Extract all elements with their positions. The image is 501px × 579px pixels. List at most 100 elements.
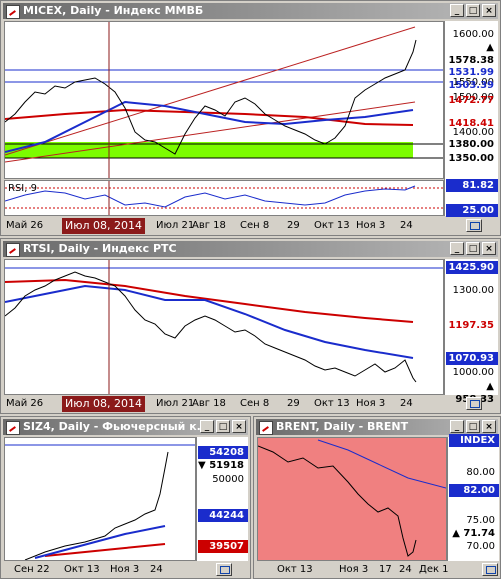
trend-line-upper [5,26,416,156]
rtsi-title-bar[interactable]: RTSI, Daily - Индекс РТС _ □ × [3,241,498,257]
x-label: Окт 13 [314,220,350,231]
rtsi-chart-window[interactable]: RTSI, Daily - Индекс РТС _ □ × 1300.00 1… [0,238,501,414]
x-label: 24 [399,564,412,575]
x-label: 17 [379,564,392,575]
x-label: Дек 1 [419,564,449,575]
siz4-tag-51918: ▼ 51918 [198,460,244,471]
siz4-price-plot[interactable] [4,437,196,561]
rtsi-price-series [5,271,417,383]
brent-title-bar[interactable]: BRENT, Daily - BRENT _ □ × [256,419,498,435]
micex-tick: 1400.00 [452,127,494,138]
minimize-button[interactable]: _ [450,242,464,255]
brent-price-series [258,445,417,557]
close-button[interactable]: × [482,242,496,255]
x-label: Окт 13 [314,398,350,409]
maximize-button[interactable]: □ [466,420,480,433]
micex-price-plot[interactable] [4,21,444,179]
x-label: 29 [287,398,300,409]
x-label: Ноя 3 [110,564,140,575]
maximize-button[interactable]: □ [466,242,480,255]
siz4-tag-44244: 44244 [198,509,248,522]
x-label: Май 26 [6,220,44,231]
micex-price-svg [5,22,443,178]
rsi-tag-81: 81.82 [446,179,498,192]
micex-tag-1418: 1418.41 [448,118,494,129]
micex-tag-1503: 1503.39 [448,80,494,91]
brent-price-scale: INDEX 80.00 75.00 70.00 82.00 ▲ 71.74 [447,434,499,561]
micex-tag-1531: 1531.99 [448,67,494,78]
siz4-price-svg [5,444,195,560]
micex-price-series [5,39,417,155]
x-label: 24 [400,398,413,409]
micex-chart-window[interactable]: MICEX, Daily - Индекс ММВБ _ □ × [0,0,501,236]
rtsi-tick: 1000.00 [452,367,494,378]
siz4-scroll-button[interactable] [216,563,232,576]
chart-app-icon [6,5,20,19]
rtsi-tag-1197: 1197.35 [448,320,494,331]
brent-tag-71: ▲ 71.74 [452,528,495,539]
micex-ma-blue [5,100,414,153]
micex-scroll-button[interactable] [466,219,482,232]
x-label: Июл 21 [156,220,195,231]
close-button[interactable]: × [232,420,246,433]
siz4-tick: 50000 [212,474,244,485]
support-zone [5,142,413,158]
x-label: Ноя 3 [339,564,369,575]
rtsi-price-svg [5,260,443,394]
x-label: Ноя 3 [356,220,386,231]
maximize-button[interactable]: □ [216,420,230,433]
micex-rsi-svg: RSI, 9 [5,181,443,215]
micex-tick: 1600.00 [452,29,494,40]
maximize-button[interactable]: □ [466,4,480,17]
x-label: Авг 18 [192,220,226,231]
rtsi-cursor-date: Июл 08, 2014 [62,396,145,412]
siz4-time-axis: Сен 22 Окт 13 Ноя 3 24 [4,562,204,578]
rsi-tag-25: 25.00 [446,204,498,217]
siz4-chart-window[interactable]: SIZ4, Daily - Фьючерсный к... _ □ × 5000… [0,416,251,579]
rtsi-tag-958: ▲ 958.33 [455,381,494,405]
minimize-button[interactable]: _ [200,420,214,433]
micex-ma-red [5,108,414,126]
x-label: Май 26 [6,398,44,409]
x-label: 24 [150,564,163,575]
rtsi-scroll-button[interactable] [466,397,482,410]
x-label: Ноя 3 [356,398,386,409]
brent-index-label: INDEX [449,434,499,447]
micex-tag-last: ▲ 1578.38 [448,42,494,66]
rtsi-ma-red [5,278,414,323]
rtsi-ma-blue [5,284,414,359]
brent-title: BRENT, Daily - BRENT [276,420,409,433]
minimize-button[interactable]: _ [450,420,464,433]
rtsi-title: RTSI, Daily - Индекс РТС [23,242,177,255]
trend-line-lower [5,101,416,163]
x-label: Сен 22 [14,564,50,575]
rtsi-tag-1425: 1425.90 [446,261,498,274]
brent-scroll-button[interactable] [482,563,498,576]
brent-tick: 70.00 [466,541,495,552]
brent-price-plot[interactable] [257,437,447,561]
brent-tick: 80.00 [466,467,495,478]
micex-tag-1350: 1350.00 [448,153,494,164]
rtsi-price-scale: 1300.00 1000.00 1425.90 1197.35 1070.93 … [444,259,498,405]
minimize-button[interactable]: _ [450,4,464,17]
x-label: 24 [400,220,413,231]
rtsi-price-plot[interactable] [4,259,444,395]
brent-chart-window[interactable]: BRENT, Daily - BRENT _ □ × INDEX 80.00 7… [253,416,501,579]
close-button[interactable]: × [482,4,496,17]
x-label: Июл 21 [156,398,195,409]
micex-title-bar[interactable]: MICEX, Daily - Индекс ММВБ _ □ × [3,3,498,19]
chart-app-icon [6,243,20,257]
micex-rsi-plot[interactable]: RSI, 9 [4,180,444,216]
micex-tick: 1550.00 [452,77,494,88]
siz4-title-bar[interactable]: SIZ4, Daily - Фьючерсный к... _ □ × [3,419,248,435]
rsi-line [5,185,416,208]
rsi-label: RSI, 9 [8,183,37,194]
micex-time-axis: Май 26 Июл 21 Авг 18 Сен 8 29 Окт 13 Ноя… [4,218,464,234]
chart-app-icon [259,421,273,435]
brent-price-svg [258,439,446,557]
siz4-tag-54208: 54208 [198,446,248,459]
brent-tag-82: 82.00 [449,484,499,497]
x-label: Авг 18 [192,398,226,409]
siz4-ma-blue [34,525,166,559]
close-button[interactable]: × [482,420,496,433]
